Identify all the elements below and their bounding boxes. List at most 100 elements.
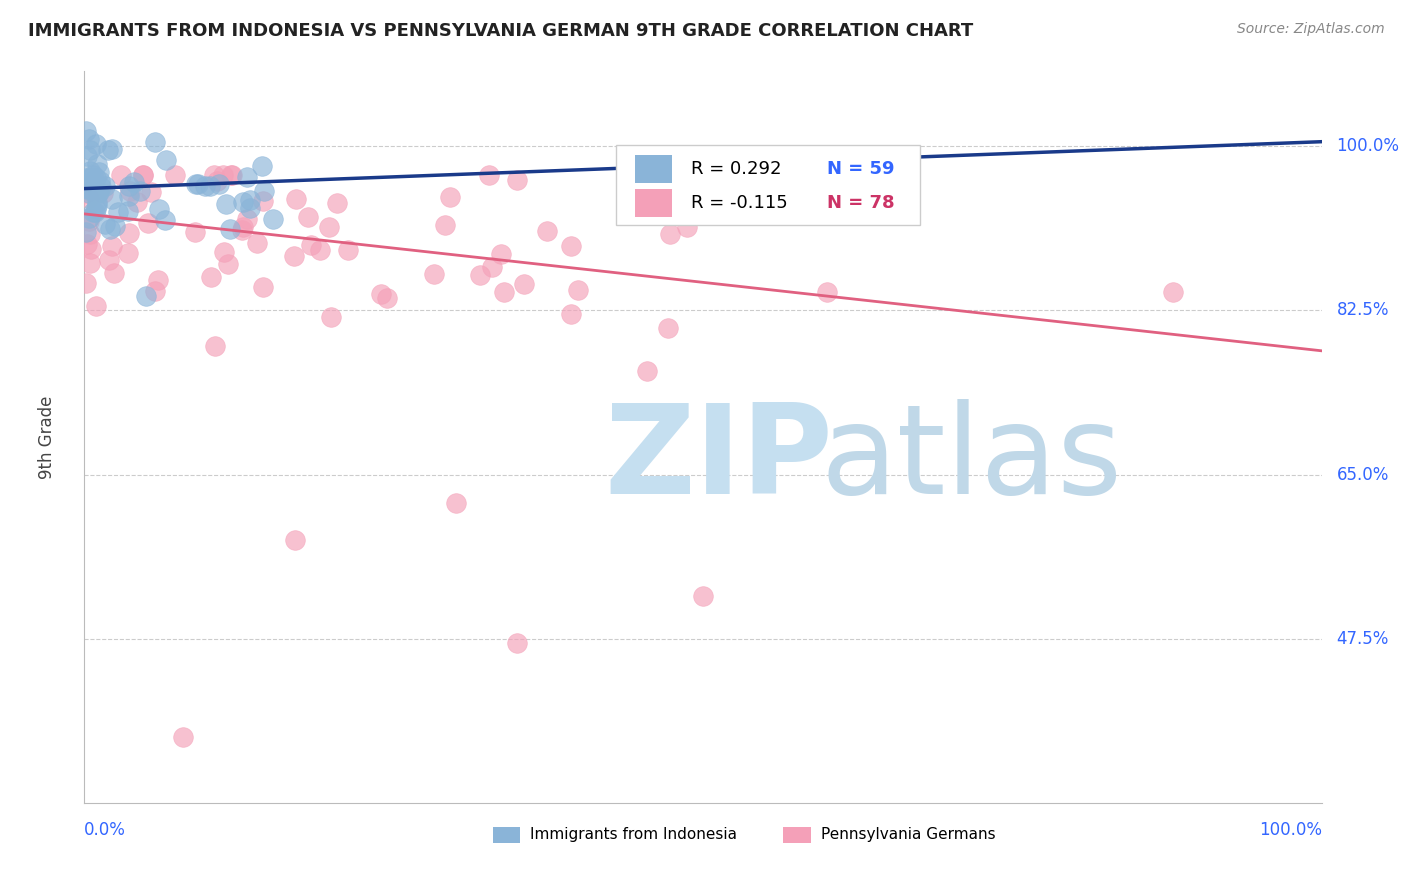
Point xyxy=(434,218,457,232)
FancyBboxPatch shape xyxy=(492,827,520,843)
Point xyxy=(308,244,330,258)
Point xyxy=(77,191,100,205)
Point xyxy=(321,310,343,324)
Point xyxy=(657,321,679,335)
Point xyxy=(82,184,104,198)
Text: R = 0.292: R = 0.292 xyxy=(690,160,793,178)
Point xyxy=(536,224,558,238)
Point xyxy=(117,204,139,219)
Point xyxy=(155,153,177,167)
Point xyxy=(101,239,124,253)
Point xyxy=(235,211,257,226)
Point xyxy=(80,184,103,198)
Point xyxy=(163,168,186,182)
Point xyxy=(284,192,307,206)
Point xyxy=(252,194,274,208)
Point xyxy=(129,184,152,198)
Point xyxy=(87,165,110,179)
Point xyxy=(560,307,582,321)
Point xyxy=(84,205,107,219)
Text: N = 78: N = 78 xyxy=(827,194,894,212)
Point xyxy=(89,174,111,188)
Point xyxy=(79,256,101,270)
Point xyxy=(91,186,114,200)
Point xyxy=(253,184,276,198)
Point xyxy=(212,245,235,260)
Point xyxy=(132,168,155,182)
Point xyxy=(659,227,682,241)
Point xyxy=(97,252,120,267)
Point xyxy=(76,236,98,251)
Text: atlas: atlas xyxy=(821,399,1122,519)
Point xyxy=(221,168,243,182)
Point xyxy=(90,180,112,194)
Point xyxy=(239,201,262,215)
Point xyxy=(75,181,97,195)
Text: 82.5%: 82.5% xyxy=(1337,301,1389,319)
Point xyxy=(117,246,139,260)
Point xyxy=(79,227,101,241)
Point xyxy=(636,364,658,378)
Point xyxy=(118,189,141,203)
Point xyxy=(370,287,392,301)
Point xyxy=(444,496,467,510)
Point xyxy=(118,184,141,198)
Point xyxy=(76,149,98,163)
Point xyxy=(299,237,322,252)
Point xyxy=(94,217,117,231)
Point xyxy=(194,179,217,194)
Point xyxy=(492,285,515,299)
Point xyxy=(506,636,529,650)
Point xyxy=(101,193,124,207)
Point xyxy=(75,225,97,239)
Point xyxy=(86,202,108,216)
Point xyxy=(187,177,209,191)
Point xyxy=(200,269,222,284)
Point xyxy=(284,533,307,548)
Text: Immigrants from Indonesia: Immigrants from Indonesia xyxy=(530,828,737,842)
Point xyxy=(219,168,242,182)
Text: 100.0%: 100.0% xyxy=(1337,137,1399,155)
Point xyxy=(82,168,104,182)
Point xyxy=(375,291,398,305)
Point xyxy=(84,136,107,151)
Point xyxy=(87,185,110,199)
Point xyxy=(262,212,284,227)
Point xyxy=(567,283,589,297)
Point xyxy=(77,214,100,228)
Point xyxy=(491,247,513,261)
Text: 100.0%: 100.0% xyxy=(1258,821,1322,839)
Point xyxy=(560,239,582,253)
Point xyxy=(246,236,269,251)
Point xyxy=(513,277,536,291)
Point xyxy=(326,195,349,210)
Point xyxy=(79,170,101,185)
Text: 0.0%: 0.0% xyxy=(84,821,127,839)
Point xyxy=(231,223,253,237)
Point xyxy=(79,163,101,178)
Point xyxy=(75,124,97,138)
Point xyxy=(153,213,176,227)
Text: R = -0.115: R = -0.115 xyxy=(690,194,799,212)
Point xyxy=(75,171,97,186)
Point xyxy=(208,177,231,191)
Point xyxy=(148,202,170,217)
Point xyxy=(297,211,319,225)
Point xyxy=(125,194,148,209)
Point xyxy=(423,267,446,281)
Point xyxy=(232,220,254,235)
Point xyxy=(136,216,159,230)
Point xyxy=(146,273,169,287)
Point xyxy=(75,276,97,290)
Point xyxy=(103,219,125,234)
Point xyxy=(132,168,155,182)
Point xyxy=(98,221,121,235)
Point xyxy=(675,219,697,234)
FancyBboxPatch shape xyxy=(636,189,672,217)
Point xyxy=(337,244,360,258)
Point xyxy=(239,193,262,207)
Point xyxy=(506,173,529,187)
Point xyxy=(118,227,141,241)
Point xyxy=(468,268,491,283)
Point xyxy=(219,221,242,235)
